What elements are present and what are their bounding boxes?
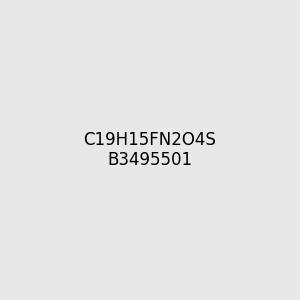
Text: C19H15FN2O4S
B3495501: C19H15FN2O4S B3495501	[84, 130, 216, 170]
